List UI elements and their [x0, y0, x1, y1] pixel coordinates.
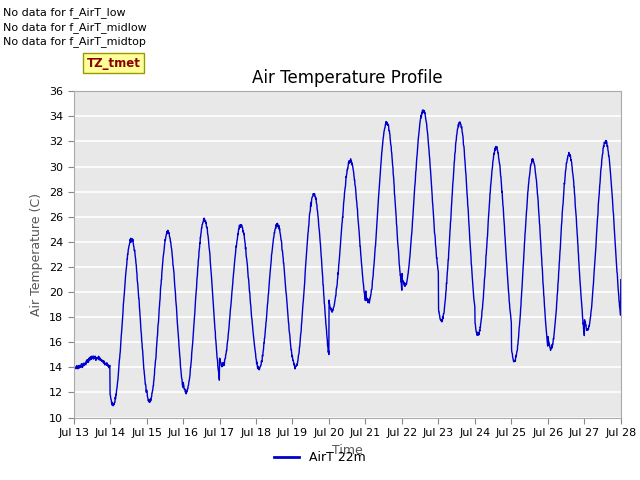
Title: Air Temperature Profile: Air Temperature Profile	[252, 69, 442, 87]
X-axis label: Time: Time	[332, 444, 363, 456]
Text: No data for f_AirT_midlow: No data for f_AirT_midlow	[3, 22, 147, 33]
Text: No data for f_AirT_midtop: No data for f_AirT_midtop	[3, 36, 146, 47]
Text: TZ_tmet: TZ_tmet	[86, 57, 140, 70]
Legend: AirT 22m: AirT 22m	[269, 446, 371, 469]
Text: No data for f_AirT_low: No data for f_AirT_low	[3, 7, 126, 18]
Y-axis label: Air Temperature (C): Air Temperature (C)	[30, 193, 44, 316]
